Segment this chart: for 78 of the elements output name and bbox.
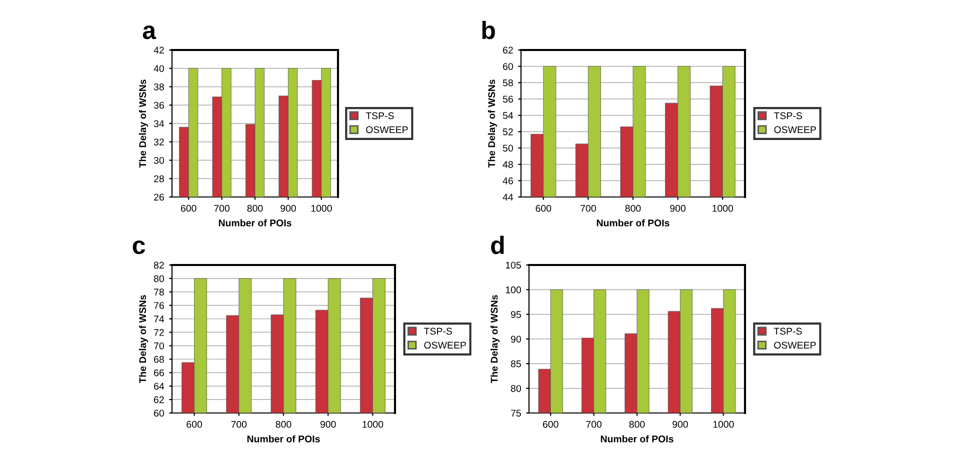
- y-tick-label: 58: [502, 79, 513, 86]
- y-tick-label: 68: [154, 356, 164, 363]
- x-tick-label: 700: [231, 420, 247, 428]
- y-tick-label: 100: [506, 286, 521, 294]
- y-tick-label: 85: [510, 360, 521, 368]
- y-tick-label: 54: [502, 112, 514, 119]
- legend-label: TSP-S: [774, 328, 802, 335]
- x-tick-label: 800: [625, 204, 641, 212]
- y-tick-label: 95: [511, 311, 521, 318]
- y-tick-label: 32: [154, 138, 164, 146]
- x-tick-label: 900: [672, 420, 688, 428]
- y-axis-title: The Delay of WSNs: [488, 80, 497, 168]
- y-tick-label: 62: [503, 46, 513, 54]
- x-tick-label: 600: [536, 204, 552, 212]
- y-tick-label: 62: [154, 396, 164, 404]
- legend-label: TSP-S: [774, 112, 802, 120]
- legend-label: OSWEEP: [774, 342, 816, 349]
- x-tick-label: 600: [542, 420, 558, 428]
- y-tick-label: 36: [154, 102, 164, 109]
- y-tick-label: 105: [506, 262, 521, 269]
- legend-label: OSWEEP: [424, 342, 466, 349]
- x-tick-label: 900: [280, 204, 296, 212]
- y-tick-label: 52: [502, 128, 513, 136]
- chart-title: c: [132, 240, 146, 254]
- x-tick-label: 1000: [713, 420, 734, 428]
- x-tick-label: 800: [276, 420, 292, 428]
- y-tick-label: 34: [154, 120, 164, 128]
- x-tick-label: 800: [629, 420, 645, 428]
- y-tick-label: 40: [154, 65, 164, 72]
- y-axis-title: The Delay of WSNs: [138, 295, 148, 384]
- y-tick-label: 28: [154, 175, 164, 182]
- legend-label: TSP-S: [366, 112, 394, 120]
- y-tick-label: 50: [502, 144, 513, 152]
- x-tick-label: 1000: [712, 204, 734, 212]
- x-tick-label: 600: [180, 204, 196, 212]
- y-tick-label: 82: [154, 262, 164, 269]
- x-tick-label: 600: [186, 420, 202, 428]
- y-tick-label: 66: [154, 369, 164, 376]
- x-axis-title: Number of POIs: [218, 219, 292, 226]
- y-tick-label: 38: [154, 83, 164, 90]
- legend-label: OSWEEP: [774, 126, 816, 134]
- y-tick-label: 75: [511, 410, 521, 417]
- y-tick-label: 72: [154, 329, 164, 336]
- y-tick-label: 26: [154, 194, 164, 201]
- y-tick-label: 48: [502, 161, 513, 168]
- y-tick-label: 80: [154, 275, 164, 282]
- y-axis-title: The Delay of WSNs: [490, 295, 500, 384]
- x-tick-label: 700: [580, 204, 596, 212]
- y-tick-label: 42: [154, 46, 164, 54]
- x-tick-label: 700: [586, 420, 602, 428]
- x-tick-label: 1000: [362, 420, 384, 428]
- chart-title: a: [142, 25, 156, 40]
- x-tick-label: 1000: [311, 204, 332, 212]
- y-tick-label: 30: [154, 156, 164, 164]
- x-axis-title: Number of POIs: [600, 435, 674, 442]
- y-tick-label: 70: [154, 342, 164, 350]
- chart-title: d: [491, 236, 504, 254]
- y-tick-label: 76: [154, 302, 164, 309]
- y-tick-label: 90: [511, 336, 521, 343]
- y-axis-title: The Delay of WSNs: [138, 80, 148, 168]
- x-tick-label: 800: [247, 204, 263, 212]
- y-tick-label: 80: [510, 385, 521, 392]
- x-tick-label: 900: [670, 204, 686, 212]
- chart-title: b: [482, 20, 495, 40]
- legend-label: OSWEEP: [366, 126, 408, 134]
- y-tick-label: 60: [503, 63, 513, 70]
- y-tick-label: 74: [154, 316, 164, 322]
- y-tick-label: 44: [502, 194, 514, 201]
- legend-label: TSP-S: [424, 328, 452, 335]
- y-tick-label: 78: [154, 288, 164, 296]
- y-tick-label: 46: [502, 177, 513, 184]
- x-tick-label: 900: [320, 420, 336, 428]
- y-tick-label: 64: [154, 382, 164, 390]
- y-tick-label: 60: [154, 410, 164, 417]
- x-tick-label: 700: [214, 204, 230, 212]
- x-axis-title: Number of POIs: [596, 219, 670, 226]
- y-tick-label: 56: [502, 96, 513, 103]
- x-axis-title: Number of POIs: [247, 435, 320, 442]
